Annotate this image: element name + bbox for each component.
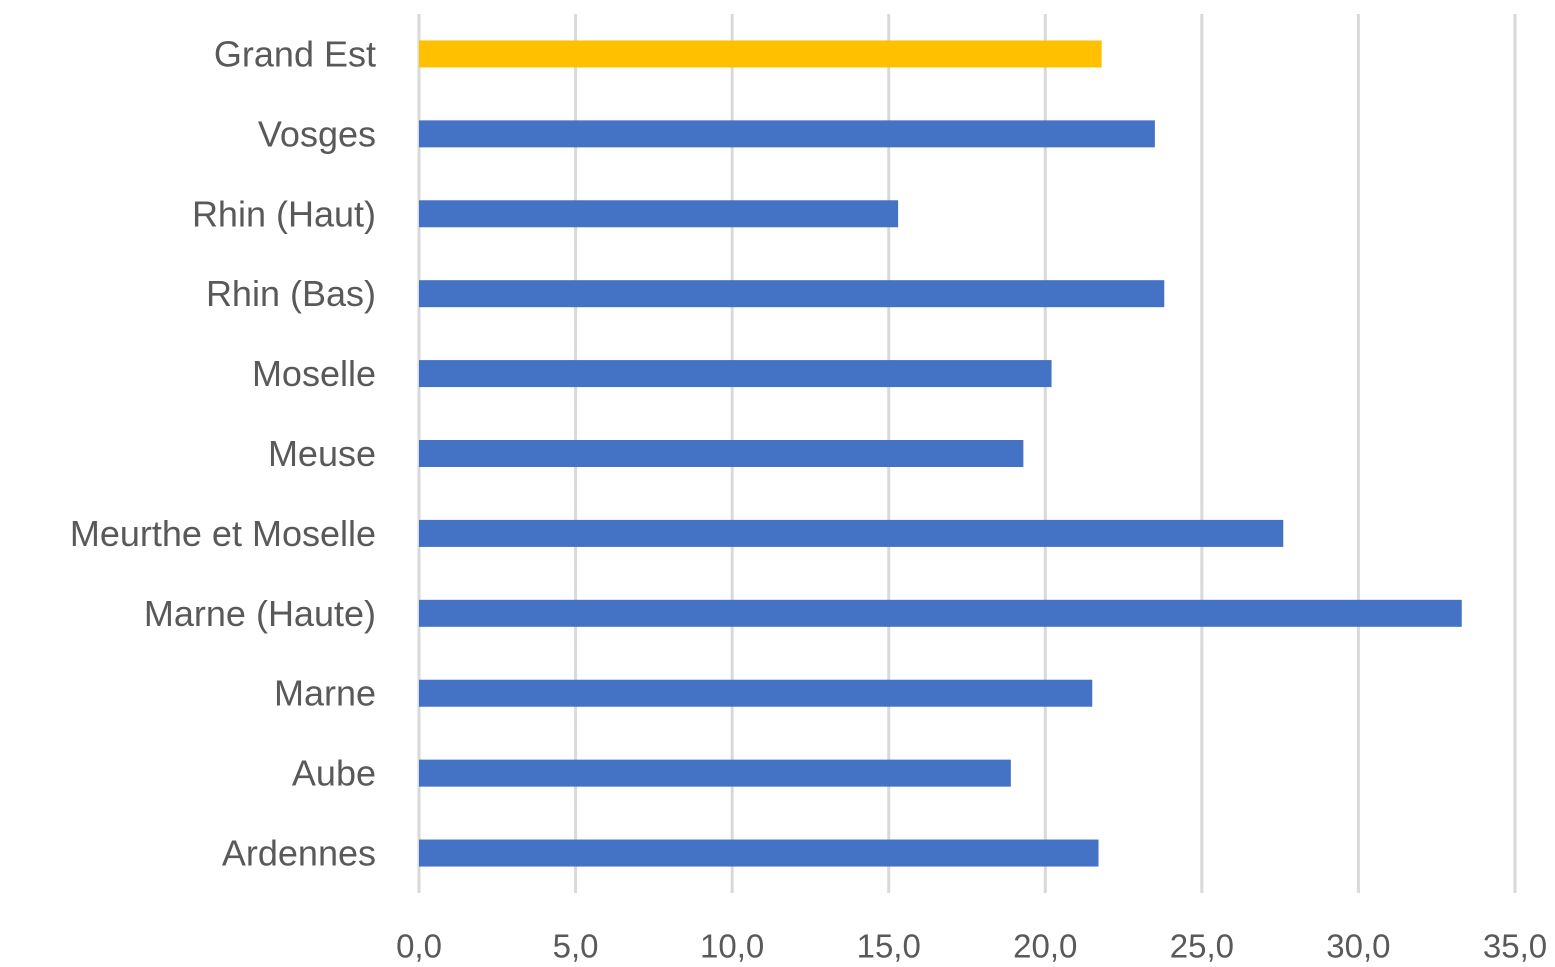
category-label-grand-est: Grand Est <box>214 33 376 74</box>
x-tick-label-7: 35,0 <box>1483 928 1547 965</box>
bar-meurthe-et-moselle <box>419 519 1284 547</box>
category-label-marne: Marne <box>274 673 376 714</box>
x-tick-labels: 0,0 5,0 10,0 15,0 20,0 25,0 30,0 35,0 <box>396 928 1547 965</box>
x-tick-label-6: 30,0 <box>1326 928 1390 965</box>
bar-aube <box>419 759 1011 787</box>
category-label-rhin-bas: Rhin (Bas) <box>206 273 376 314</box>
bar-rhin-bas <box>419 280 1165 308</box>
category-label-ardennes: Ardennes <box>222 833 376 874</box>
x-tick-label-0: 0,0 <box>396 928 442 965</box>
category-label-vosges: Vosges <box>258 113 376 154</box>
category-label-moselle: Moselle <box>252 353 376 394</box>
x-tick-label-1: 5,0 <box>553 928 599 965</box>
x-tick-label-3: 15,0 <box>857 928 921 965</box>
bar-grand-est <box>419 40 1102 68</box>
bar-meuse <box>419 440 1024 467</box>
bar-ardennes <box>419 839 1099 867</box>
bar-moselle <box>419 360 1052 388</box>
x-tick-label-2: 10,0 <box>700 928 764 965</box>
category-label-meurthe-et-moselle: Meurthe et Moselle <box>70 513 376 554</box>
bar-marne <box>419 679 1093 707</box>
category-label-meuse: Meuse <box>268 433 376 474</box>
category-label-marne-haute: Marne (Haute) <box>144 593 376 634</box>
category-label-rhin-haut: Rhin (Haut) <box>192 193 376 234</box>
bars <box>419 40 1462 867</box>
x-tick-label-4: 20,0 <box>1013 928 1077 965</box>
x-tick-label-5: 25,0 <box>1170 928 1234 965</box>
category-label-aube: Aube <box>292 753 376 794</box>
category-labels: Grand Est Vosges Rhin (Haut) Rhin (Bas) Mose… <box>70 33 376 873</box>
bar-vosges <box>419 120 1155 148</box>
bar-rhin-haut <box>419 200 899 228</box>
bar-marne-haute <box>419 599 1462 627</box>
